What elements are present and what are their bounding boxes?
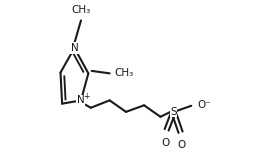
Text: +: + bbox=[83, 92, 89, 101]
Text: O⁻: O⁻ bbox=[198, 100, 211, 110]
Text: O: O bbox=[161, 138, 169, 148]
Text: CH₃: CH₃ bbox=[115, 68, 134, 78]
Text: CH₃: CH₃ bbox=[71, 5, 90, 15]
Text: O: O bbox=[178, 140, 186, 150]
Text: N: N bbox=[77, 95, 85, 105]
Text: N: N bbox=[71, 43, 78, 53]
Text: S: S bbox=[170, 107, 177, 117]
